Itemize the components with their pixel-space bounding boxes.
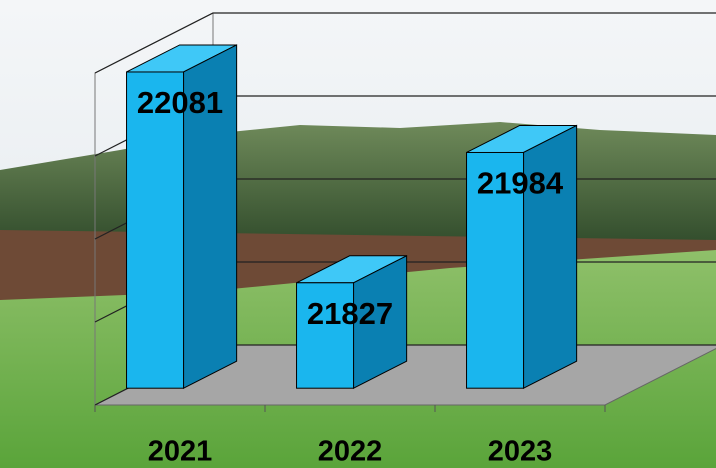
value-label: 22081	[137, 85, 223, 120]
x-tick-label: 2023	[488, 436, 553, 468]
page: 220812021218272022219842023 (() => { con…	[0, 0, 716, 468]
value-label: 21984	[477, 166, 564, 201]
chart: 22081 2021 21827 2022 21984 2023	[0, 0, 716, 468]
value-label: 21827	[307, 296, 393, 331]
x-tick-label: 2021	[148, 436, 213, 468]
x-tick-label: 2022	[318, 436, 383, 468]
